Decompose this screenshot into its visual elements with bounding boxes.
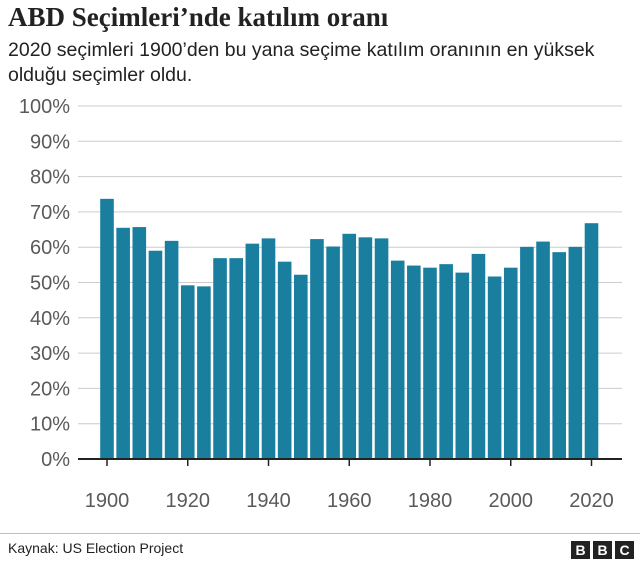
bar — [374, 238, 389, 459]
y-tick-label: 20% — [30, 378, 70, 400]
bar — [310, 239, 324, 459]
y-axis-tick-labels: 0% 10% 20% 30% 40% 50% 60% 70% 80% 90% 100% — [19, 96, 70, 471]
bar — [584, 223, 599, 459]
bar — [407, 265, 421, 459]
y-tick-label: 30% — [30, 343, 70, 365]
bar — [132, 227, 147, 459]
bar — [116, 227, 130, 459]
bar — [552, 252, 566, 459]
bar — [229, 258, 243, 459]
bar — [277, 261, 292, 459]
y-tick-label: 100% — [19, 96, 70, 118]
chart-subtitle: 2020 seçimleri 1900’den bu yana seçime k… — [8, 39, 595, 86]
y-tick-label: 50% — [30, 273, 70, 295]
source-note: Kaynak: US Election Project — [8, 540, 184, 556]
bar — [294, 274, 308, 459]
x-tick-label: 2000 — [489, 490, 534, 512]
y-tick-label: 70% — [30, 202, 70, 224]
y-tick-label: 0% — [41, 449, 70, 471]
bar — [100, 198, 114, 460]
y-tick-label: 60% — [30, 237, 70, 259]
bar — [439, 264, 453, 459]
y-tick-label: 40% — [30, 308, 70, 330]
bar — [245, 243, 260, 459]
chart-title: ABD Seçimleri’nde katılım oranı — [8, 2, 389, 32]
y-tick-label: 90% — [30, 131, 70, 153]
x-tick-label: 1940 — [246, 490, 291, 512]
x-tick-label: 1920 — [166, 490, 211, 512]
bbc-logo: B B C — [571, 541, 634, 559]
x-axis-tick-labels: 1900 1920 1940 1960 1980 2000 2020 — [85, 459, 614, 512]
bar — [487, 276, 502, 459]
bar — [358, 237, 373, 459]
bar — [164, 240, 179, 459]
bar — [471, 253, 486, 459]
bar — [342, 233, 357, 459]
bbc-logo-letter: B — [571, 541, 590, 559]
x-tick-label: 1960 — [327, 490, 372, 512]
bar — [536, 241, 550, 459]
bar — [503, 267, 518, 459]
bar — [148, 250, 163, 459]
y-tick-label: 80% — [30, 167, 70, 189]
bars — [100, 198, 599, 460]
bar — [390, 260, 405, 459]
y-tick-label: 10% — [30, 414, 70, 436]
bar — [326, 246, 340, 459]
bar — [455, 272, 470, 459]
bar-chart: 0%10%20%30%40%50%60%70%80%90%100% 1900 19… — [19, 96, 622, 512]
bbc-logo-letter: B — [593, 541, 612, 559]
footer-divider — [0, 533, 640, 534]
bbc-logo-letter: C — [615, 541, 634, 559]
x-tick-label: 1900 — [85, 490, 130, 512]
bar — [568, 246, 583, 459]
bar — [180, 285, 195, 459]
bar — [423, 267, 437, 459]
bar — [520, 246, 534, 459]
bar — [197, 286, 211, 459]
bar — [261, 238, 276, 459]
x-tick-label: 2020 — [569, 490, 614, 512]
x-tick-label: 1980 — [408, 490, 453, 512]
bar — [213, 258, 227, 459]
